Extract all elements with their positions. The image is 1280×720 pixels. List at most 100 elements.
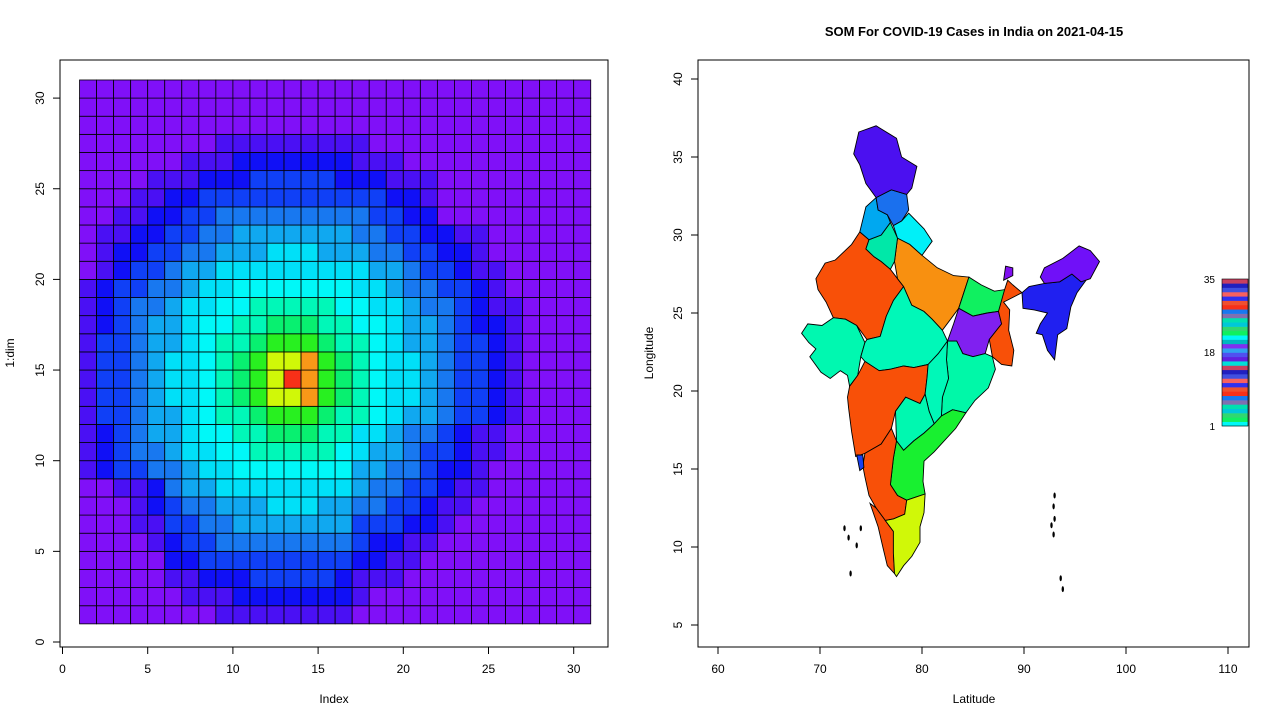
heatmap-cell [181, 496, 200, 516]
left-x-ticks: 0 5 10 15 20 25 30 [59, 646, 581, 676]
heatmap-cell [96, 97, 115, 117]
heatmap-cell [283, 333, 302, 353]
heatmap-cell [96, 79, 115, 99]
heatmap-cell [130, 514, 149, 534]
heatmap-cell [522, 115, 541, 135]
y-tick-label: 25 [671, 306, 685, 320]
heatmap-cell [181, 569, 200, 589]
legend-stripe [1222, 287, 1248, 293]
heatmap-cell [164, 514, 183, 534]
heatmap-cell [402, 224, 421, 244]
heatmap-cell [368, 224, 387, 244]
left-y-ticks: 0 5 10 15 20 25 30 [33, 91, 61, 645]
heatmap-cell [436, 260, 455, 280]
heatmap-cell [385, 297, 404, 317]
heatmap-cell [198, 442, 217, 462]
legend-stripe [1222, 356, 1248, 362]
heatmap-cell [488, 514, 506, 534]
heatmap-cell [471, 587, 489, 607]
heatmap-cell [317, 460, 336, 480]
heatmap-cell [130, 496, 149, 516]
heatmap-cell [300, 514, 319, 534]
heatmap-cell [488, 587, 506, 607]
heatmap-cell [181, 478, 200, 498]
heatmap-cell [436, 424, 455, 443]
heatmap-cell [488, 405, 506, 425]
heatmap-cell [539, 424, 558, 443]
heatmap-cell [573, 550, 592, 570]
heatmap-cell [79, 442, 97, 462]
heatmap-cell [351, 315, 370, 335]
heatmap-cell [283, 170, 302, 190]
heatmap-cell [471, 278, 489, 298]
heatmap-cell [471, 224, 489, 244]
heatmap-cell [471, 496, 489, 516]
heatmap-cell [113, 387, 132, 407]
heatmap-cell [351, 351, 370, 371]
heatmap-cell [385, 315, 404, 335]
heatmap-cell [522, 333, 541, 353]
heatmap-cell [573, 242, 592, 262]
heatmap-cell [539, 260, 558, 280]
heatmap-cell [573, 206, 592, 226]
heatmap-cell [215, 260, 234, 280]
heatmap-cell [147, 496, 166, 516]
heatmap-cell [147, 133, 166, 153]
heatmap-cell [300, 188, 319, 208]
heatmap-cell [368, 424, 387, 443]
heatmap-cell [215, 297, 234, 317]
heatmap-cell [113, 496, 132, 516]
heatmap-cell [539, 224, 558, 244]
heatmap-cell [402, 206, 421, 226]
heatmap-cell [317, 97, 336, 117]
heatmap-cell [436, 351, 455, 371]
heatmap-cell [436, 333, 455, 353]
heatmap-cell [454, 424, 472, 443]
heatmap-cell [454, 188, 472, 208]
right-y-ticks: 5 10 15 20 25 30 35 40 [671, 72, 699, 628]
heatmap-cell [130, 315, 149, 335]
heatmap-cell [471, 424, 489, 443]
x-tick-label: 0 [59, 662, 66, 676]
heatmap-cell [147, 242, 166, 262]
heatmap-cell [539, 550, 558, 570]
heatmap-cell [419, 605, 438, 625]
heatmap-cell [385, 333, 404, 353]
heatmap-cell [402, 442, 421, 462]
heatmap-cell [96, 569, 115, 589]
heatmap-cell [402, 297, 421, 317]
heatmap-cell [317, 224, 336, 244]
legend-stripe [1222, 348, 1248, 353]
heatmap-cell [522, 278, 541, 298]
heatmap-cell [266, 605, 285, 625]
heatmap-cell [505, 224, 523, 244]
heatmap-cell [232, 405, 251, 425]
heatmap-cell [215, 387, 234, 407]
heatmap-cell [556, 405, 575, 425]
heatmap-cell [402, 478, 421, 498]
heatmap-cell [249, 115, 268, 135]
heatmap-cell [488, 115, 506, 135]
heatmap-cell [164, 188, 183, 208]
right-x-ticks: 60 70 80 90 100 110 [711, 646, 1238, 676]
heatmap-cell [454, 278, 472, 298]
heatmap-cell [215, 460, 234, 480]
left-y-axis-label: 1:dim [3, 338, 17, 367]
heatmap-cell [317, 369, 336, 389]
heatmap-cell [113, 170, 132, 190]
heatmap-cell [385, 152, 404, 172]
heatmap-cell [283, 514, 302, 534]
heatmap-cell [113, 605, 132, 625]
heatmap-cell [266, 242, 285, 262]
heatmap-cell [368, 133, 387, 153]
heatmap-cell [385, 442, 404, 462]
heatmap-cell [215, 133, 234, 153]
heatmap-cell [334, 478, 353, 498]
heatmap-cell [334, 206, 353, 226]
heatmap-cell [368, 496, 387, 516]
heatmap-cell [113, 260, 132, 280]
heatmap-cell [130, 460, 149, 480]
heatmap-cell [471, 460, 489, 480]
heatmap-cell [164, 278, 183, 298]
x-tick-label: 20 [397, 662, 411, 676]
